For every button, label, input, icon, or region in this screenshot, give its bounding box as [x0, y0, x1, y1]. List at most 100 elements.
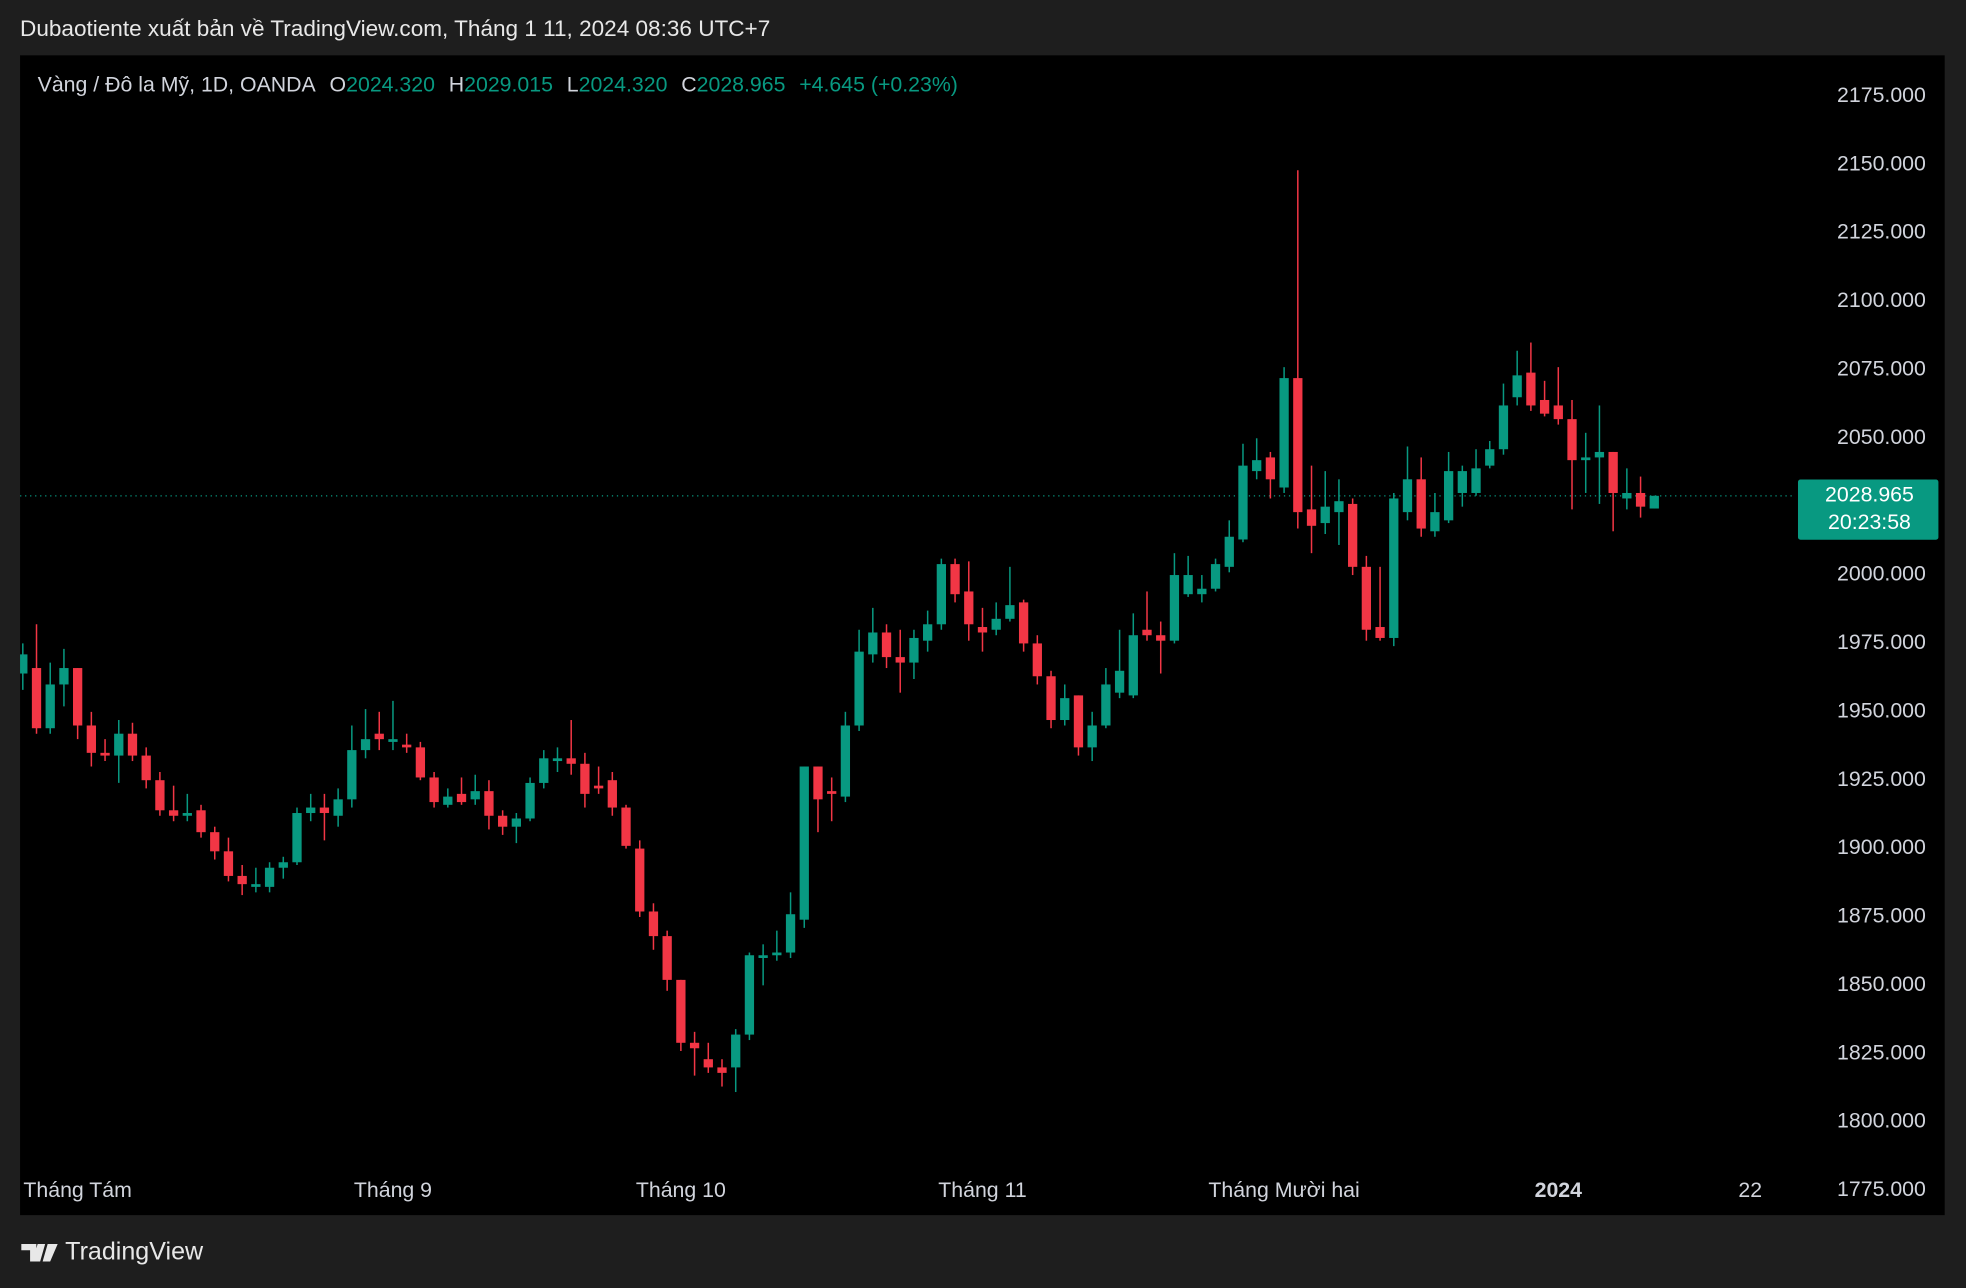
candle-body	[1238, 465, 1248, 540]
candle-body	[374, 733, 384, 740]
y-tick-label: 2000.000	[1837, 562, 1926, 586]
candle-body	[1101, 684, 1111, 726]
candle-body	[278, 862, 288, 868]
candle-body	[1348, 503, 1358, 567]
candle-body	[923, 624, 933, 641]
logo-mark	[21, 1243, 58, 1262]
candle-body	[840, 725, 851, 797]
candle-body	[73, 668, 83, 726]
candle-body	[498, 815, 508, 827]
x-tick-label: Tháng 11	[938, 1178, 1026, 1202]
candle-body	[1608, 451, 1618, 493]
candle-body	[31, 668, 42, 729]
y-tick-label: 1975.000	[1837, 630, 1926, 654]
candle-body	[1032, 643, 1042, 677]
y-tick-label: 2125.000	[1837, 220, 1926, 244]
x-tick-label: 22	[1738, 1178, 1762, 1202]
candle-body	[676, 979, 686, 1043]
y-tick-label: 1900.000	[1837, 835, 1926, 859]
x-tick-label: Tháng Mười hai	[1208, 1178, 1359, 1202]
candle-body	[1320, 506, 1330, 524]
candle-body	[429, 777, 439, 803]
candle-body	[59, 668, 69, 685]
candle-body	[360, 739, 371, 751]
candle-body	[1018, 602, 1029, 644]
candle-body	[210, 832, 220, 852]
change: +4.645 (+0.23%)	[799, 72, 958, 96]
candle-body	[964, 591, 974, 625]
candle-body	[936, 564, 946, 625]
candle-body	[1334, 501, 1344, 513]
candle-body	[1293, 378, 1303, 513]
candle-body	[758, 955, 768, 958]
y-tick-label: 1875.000	[1837, 904, 1926, 928]
candle-body	[525, 782, 535, 819]
candle-body	[1457, 471, 1467, 493]
candle-body	[785, 914, 796, 953]
candle-body	[909, 637, 919, 663]
symbol: Vàng / Đô la Mỹ, 1D, OANDA	[38, 72, 317, 96]
countdown: 20:23:58	[1828, 510, 1911, 534]
candle-body	[100, 752, 110, 756]
candle-body	[168, 810, 179, 816]
caption: Dubaotiente xuất bản về TradingView.com,…	[20, 16, 770, 41]
candle-body	[1183, 575, 1193, 595]
candle-body	[1114, 670, 1125, 693]
candle-body	[1622, 492, 1632, 499]
candle-body	[86, 725, 96, 753]
candle-body	[881, 632, 892, 658]
y-tick-label: 1850.000	[1837, 972, 1926, 996]
x-tick-label: Tháng 9	[354, 1178, 432, 1202]
candle-body	[1416, 479, 1426, 529]
candle-body	[251, 884, 261, 887]
candle-body	[717, 1067, 727, 1073]
candle-body	[566, 758, 576, 764]
candle-body	[1430, 512, 1440, 532]
candle-body	[1073, 695, 1084, 748]
candle-body	[1210, 564, 1221, 589]
candle-body	[1443, 471, 1454, 521]
candle-body	[1265, 457, 1276, 480]
candle-body	[731, 1034, 741, 1068]
candle-body	[991, 618, 1001, 630]
candle-body	[977, 627, 988, 633]
y-tick-label: 1925.000	[1837, 767, 1926, 791]
candle-body	[621, 807, 631, 846]
candle-body	[1224, 536, 1234, 567]
candle-body	[1361, 566, 1372, 630]
candle-body	[744, 955, 755, 1035]
candle-body	[1142, 629, 1152, 636]
candle-body	[443, 796, 453, 805]
ohlc-value: 2024.320	[346, 72, 435, 96]
candle-body	[319, 807, 330, 814]
candle-body	[689, 1042, 700, 1049]
x-tick-label: 2024	[1535, 1178, 1583, 1202]
candle-body	[635, 848, 645, 912]
ohlc-value: 2028.965	[697, 72, 786, 96]
plot-area: Tháng Tám Tháng 9 Tháng 10 Tháng 11 Tháng Mư…	[20, 170, 1796, 1202]
candle-body	[854, 651, 864, 726]
candle-body	[552, 758, 563, 762]
candle-body	[456, 793, 467, 803]
ohlc-value: 2029.015	[464, 72, 553, 96]
candle-body	[1567, 419, 1577, 461]
candle-body	[1402, 479, 1413, 513]
candle-body	[155, 780, 165, 811]
candle-body	[813, 766, 823, 800]
candle-body	[580, 763, 590, 794]
candle-body	[539, 758, 549, 783]
candle-body	[415, 747, 426, 778]
candle-body	[237, 875, 247, 885]
candle-body	[1060, 698, 1070, 721]
candle-body	[264, 867, 275, 887]
x-tick-label: Tháng 10	[636, 1178, 726, 1202]
y-tick-label: 1950.000	[1837, 698, 1926, 722]
y-tick-label: 2050.000	[1837, 425, 1926, 449]
candle-body	[388, 739, 398, 742]
candle-body	[1046, 676, 1056, 721]
y-tick-label: 2150.000	[1837, 151, 1926, 175]
candle-body	[895, 657, 905, 663]
ohlc-key: O	[330, 72, 347, 96]
candle-body	[1156, 635, 1166, 641]
